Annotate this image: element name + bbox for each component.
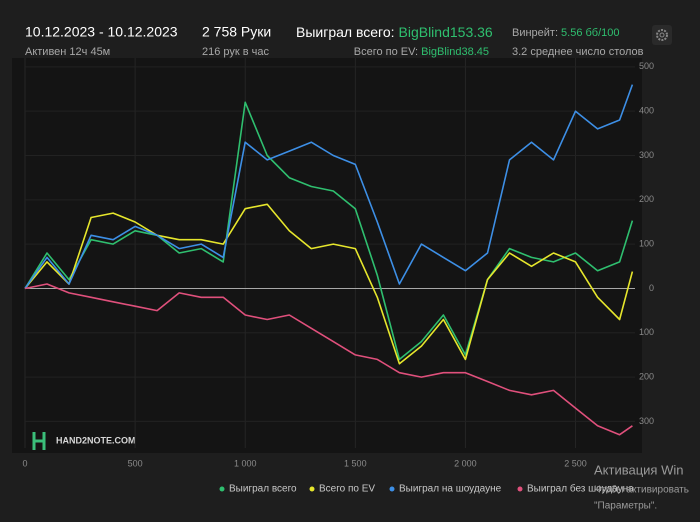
x-tick-label: 1 500 xyxy=(344,458,367,468)
watermark-title: Активация Win xyxy=(594,462,683,477)
y-tick-label: 200 xyxy=(639,371,654,381)
tables: 3.2 среднее число столов xyxy=(512,46,644,58)
won-total: Выиграл всего: BigBlind153.36 xyxy=(296,24,493,40)
hands: 2 758 Руки xyxy=(202,24,271,40)
gear-hub xyxy=(659,32,665,38)
active-time: Активен 12ч 45м xyxy=(25,46,110,58)
ev-value: BigBlind38.45 xyxy=(421,46,489,58)
logo: HAND2NOTE.COM xyxy=(32,432,136,450)
gear xyxy=(656,29,668,41)
logo-icon xyxy=(32,432,46,450)
y-tick-label: 500 xyxy=(639,61,654,71)
y-tick-label: 100 xyxy=(639,327,654,337)
x-tick-label: 500 xyxy=(128,458,143,468)
legend-label: Всего по EV xyxy=(319,484,375,495)
legend-label: Выиграл без шоудауна xyxy=(527,483,634,495)
date-range: 10.12.2023 - 10.12.2023 xyxy=(25,24,178,40)
legend-marker xyxy=(389,486,395,492)
y-tick-label: 100 xyxy=(639,239,654,249)
x-tick-label: 0 xyxy=(22,458,27,468)
settings-icon[interactable] xyxy=(652,25,672,45)
y-tick-label: 300 xyxy=(639,150,654,160)
series-line xyxy=(24,101,634,361)
ev-total: Всего по EV: BigBlind38.45 xyxy=(354,46,489,58)
ev-label: Всего по EV: xyxy=(354,46,418,58)
y-tick-label: 200 xyxy=(639,194,654,204)
y-tick-label: 400 xyxy=(639,106,654,116)
winrate-label: Винрейт: xyxy=(512,27,558,39)
legend-marker xyxy=(219,486,225,492)
y-tick-label: 0 xyxy=(649,283,654,293)
plot-area xyxy=(12,58,642,453)
won-total-value: BigBlind153.36 xyxy=(399,24,493,40)
watermark-line2: "Параметры". xyxy=(594,501,657,512)
legend-marker xyxy=(309,486,315,492)
y-tick-label: 300 xyxy=(639,416,654,426)
x-tick-label: 2 000 xyxy=(454,458,477,468)
winrate-value: 5.56 бб/100 xyxy=(561,27,619,39)
settings-button[interactable] xyxy=(652,25,672,45)
hands-per-hour: 216 рук в час xyxy=(202,46,270,58)
series-line xyxy=(24,203,634,365)
winrate: Винрейт: 5.56 бб/100 xyxy=(512,27,620,39)
legend-label: Выиграл всего xyxy=(229,484,297,495)
x-tick-label: 1 000 xyxy=(234,458,257,468)
legend-label: Выиграл на шоудауне xyxy=(399,484,502,495)
logo-text: HAND2NOTE.COM xyxy=(56,435,136,445)
series-line xyxy=(24,84,634,289)
series-line xyxy=(24,283,633,436)
plot: 0 500 1 000 1 500 2 000 2 5003002001000100200… xyxy=(22,58,654,495)
watermark-line1: Чтобы активировать xyxy=(594,484,689,496)
won-total-label: Выиграл всего: xyxy=(296,24,395,40)
legend-marker xyxy=(517,486,523,492)
x-tick-label: 2 500 xyxy=(564,458,587,468)
